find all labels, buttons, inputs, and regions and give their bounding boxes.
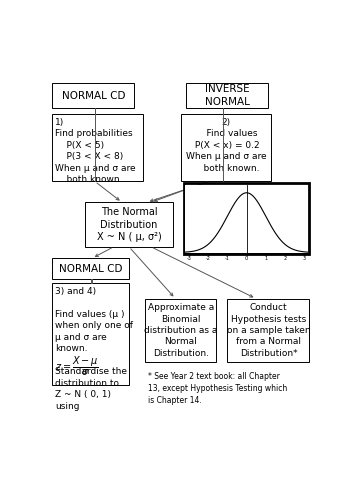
Text: Conduct
Hypothesis tests
on a sample taken
from a Normal
Distribution*: Conduct Hypothesis tests on a sample tak… [227,303,310,358]
FancyBboxPatch shape [186,83,269,108]
Text: 1)
Find probabilities
    P(X < 5)
    P(3 < X < 8)
When μ and σ are
    both kn: 1) Find probabilities P(X < 5) P(3 < X <… [55,118,136,184]
FancyBboxPatch shape [85,202,173,246]
Text: NORMAL CD: NORMAL CD [59,264,122,274]
FancyBboxPatch shape [145,298,216,362]
FancyBboxPatch shape [52,114,143,182]
Text: 2)
    Find values
 P(X < x) = 0.2
When μ and σ are
    both known.: 2) Find values P(X < x) = 0.2 When μ and… [186,118,267,172]
Text: 3) and 4)

Find values (μ )
when only one of
μ and σ are
known.

Standardise the: 3) and 4) Find values (μ ) when only one… [55,287,133,410]
Text: The Normal
Distribution
X ~ N ( μ, σ²): The Normal Distribution X ~ N ( μ, σ²) [97,207,161,242]
FancyBboxPatch shape [52,284,129,386]
Text: NORMAL CD: NORMAL CD [62,90,125,101]
Text: $z = \dfrac{X - \mu}{\sigma}$: $z = \dfrac{X - \mu}{\sigma}$ [55,354,99,378]
Text: Approximate a
Binomial
distribution as a
Normal
Distribution.: Approximate a Binomial distribution as a… [144,303,217,358]
Text: INVERSE
NORMAL: INVERSE NORMAL [205,84,250,107]
FancyBboxPatch shape [52,258,129,280]
FancyBboxPatch shape [181,114,271,182]
Text: * See Year 2 text book: all Chapter
13, except Hypothesis Testing which
is Chapt: * See Year 2 text book: all Chapter 13, … [148,372,287,404]
FancyBboxPatch shape [52,83,134,108]
FancyBboxPatch shape [227,298,310,362]
